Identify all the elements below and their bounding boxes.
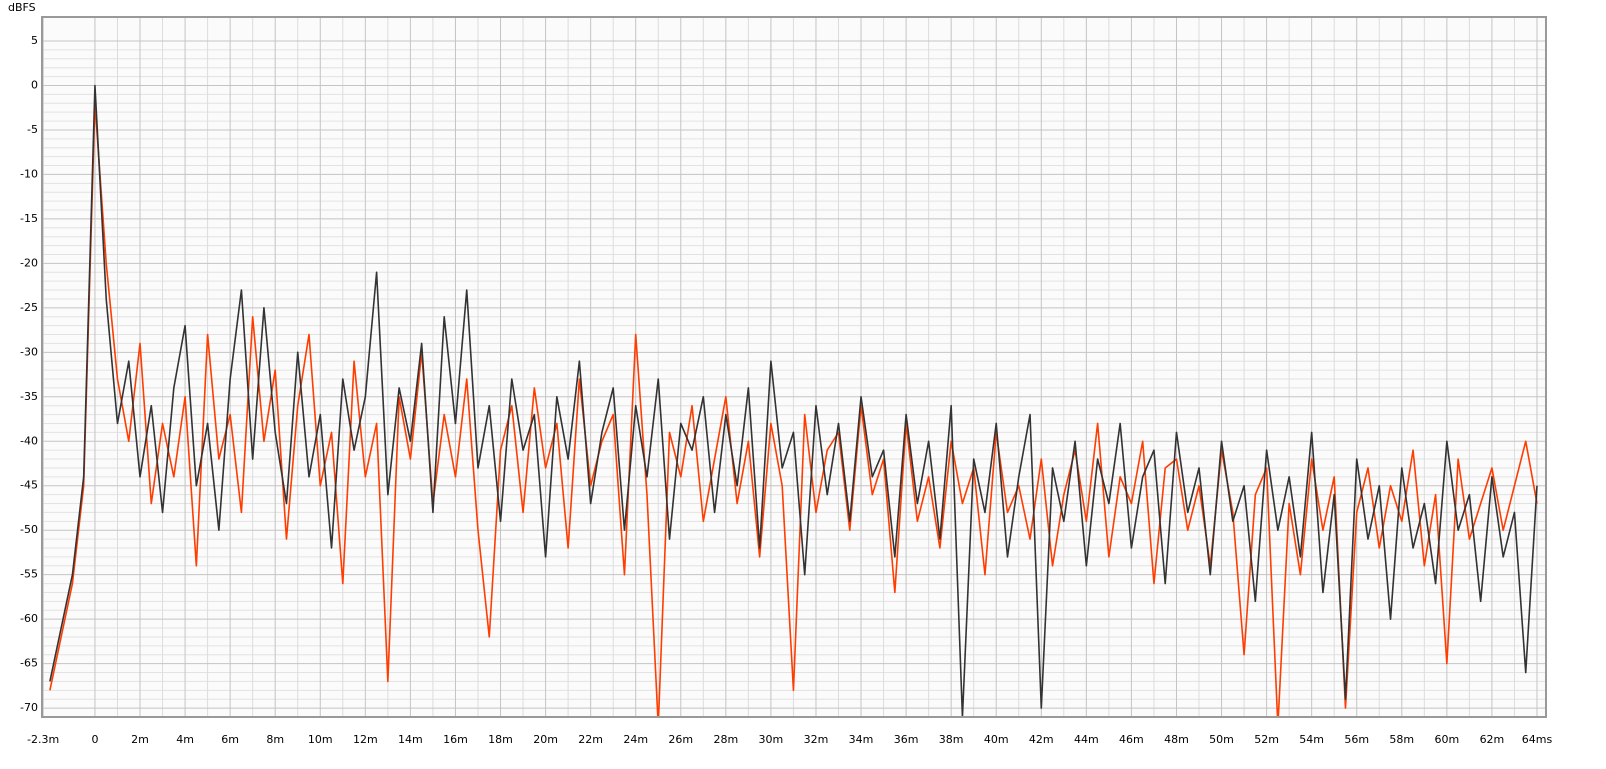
x-tick-label: 22m (578, 733, 603, 746)
y-tick-label: -25 (20, 301, 38, 314)
lines (49, 84, 1538, 717)
y-tick-label: 5 (31, 34, 38, 47)
y-tick-label: -40 (20, 434, 38, 447)
x-tick-label: 36m (894, 733, 919, 746)
x-tick-label: -2.3m (27, 733, 59, 746)
x-tick-label: 56m (1344, 733, 1369, 746)
x-tick-label: 4m (176, 733, 194, 746)
y-tick-label: -45 (20, 479, 38, 492)
x-tick-label: 48m (1164, 733, 1189, 746)
x-tick-label: 24m (623, 733, 648, 746)
x-tick-label: 64ms (1522, 733, 1553, 746)
x-tick-label: 32m (804, 733, 829, 746)
x-tick-label: 30m (759, 733, 784, 746)
x-tick-label: 20m (533, 733, 558, 746)
y-tick-label: -70 (20, 701, 38, 714)
x-tick-label: 38m (939, 733, 964, 746)
y-tick-label: -55 (20, 568, 38, 581)
x-tick-label: 34m (849, 733, 874, 746)
x-tick-label: 54m (1299, 733, 1324, 746)
y-tick-label: -10 (20, 167, 38, 180)
y-tick-label: -20 (20, 256, 38, 269)
x-tick-label: 2m (131, 733, 149, 746)
x-tick-label: 18m (488, 733, 513, 746)
series-line (49, 84, 1538, 717)
y-tick-label: -5 (27, 123, 38, 136)
grid (42, 17, 1546, 717)
x-tick-label: 16m (443, 733, 468, 746)
x-tick-label: 50m (1209, 733, 1234, 746)
y-tick-label: -60 (20, 612, 38, 625)
x-tick-label: 12m (353, 733, 378, 746)
x-tick-label: 28m (713, 733, 738, 746)
plot-area (42, 17, 1546, 717)
x-tick-label: 6m (221, 733, 239, 746)
x-tick-label: 52m (1254, 733, 1279, 746)
y-tick-label: -50 (20, 523, 38, 536)
x-tick-label: 14m (398, 733, 423, 746)
y-tick-label: 0 (31, 78, 38, 91)
plot-frame (41, 16, 1547, 718)
x-tick-label: 0 (91, 733, 98, 746)
y-tick-label: -35 (20, 390, 38, 403)
x-tick-label: 42m (1029, 733, 1054, 746)
x-tick-label: 44m (1074, 733, 1099, 746)
y-tick-label: -30 (20, 345, 38, 358)
tick-labels: 5 0 -5 -10 -15 -20 -25 -30 -35 -40 -45 -50 -55 -60 -65… (20, 34, 1552, 746)
x-tick-label: 60m (1435, 733, 1460, 746)
x-tick-label: 8m (266, 733, 284, 746)
y-tick-label: -65 (20, 657, 38, 670)
x-tick-label: 10m (308, 733, 333, 746)
x-tick-label: 26m (668, 733, 693, 746)
x-tick-label: 40m (984, 733, 1009, 746)
y-tick-label: -15 (20, 212, 38, 225)
x-tick-label: 62m (1480, 733, 1505, 746)
series-line (49, 102, 1538, 717)
x-tick-label: 58m (1389, 733, 1414, 746)
x-tick-label: 46m (1119, 733, 1144, 746)
y-axis-label: dBFS (8, 1, 36, 14)
